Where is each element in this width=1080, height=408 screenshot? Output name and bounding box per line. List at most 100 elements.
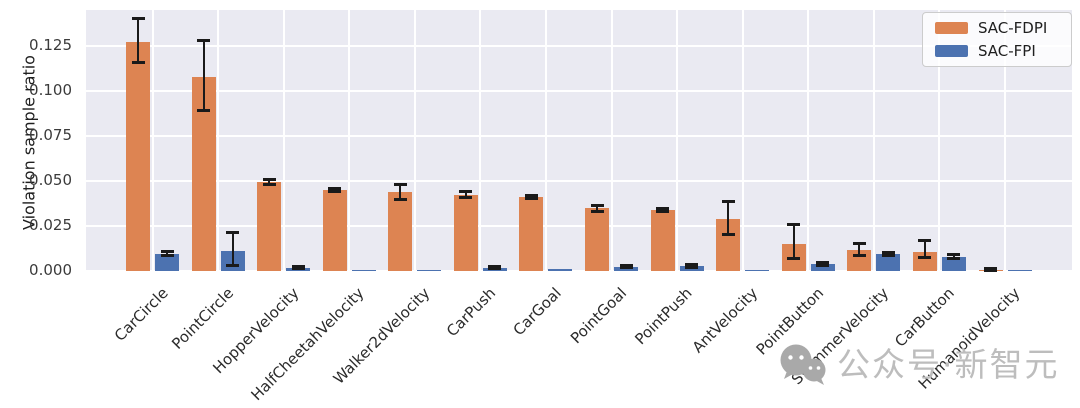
error-bar-cap bbox=[947, 257, 961, 261]
x-tick-label-HalfCheetahVelocity: HalfCheetahVelocity bbox=[247, 284, 368, 405]
error-bar bbox=[923, 240, 926, 258]
gridline-vertical bbox=[741, 10, 744, 271]
x-tick-label-CarGoal: CarGoal bbox=[509, 284, 565, 340]
y-tick-label: 0.025 bbox=[29, 216, 72, 234]
gridline-vertical bbox=[676, 10, 679, 271]
x-tick-label-PointPush: PointPush bbox=[631, 284, 696, 349]
error-bar-cap bbox=[721, 200, 735, 204]
error-bar-cap bbox=[984, 269, 998, 273]
error-bar-cap bbox=[328, 187, 342, 191]
error-bar-cap bbox=[656, 206, 670, 210]
watermark: 公众号·新智元 bbox=[779, 344, 1060, 386]
y-tick-label: 0.050 bbox=[29, 171, 72, 189]
error-bar-cap bbox=[881, 251, 895, 255]
error-bar-cap bbox=[262, 182, 276, 186]
bar-sac-fpi-PointButton bbox=[810, 264, 835, 271]
bar-sac-fpi-CarGoal bbox=[548, 269, 573, 271]
error-bar-cap bbox=[131, 16, 145, 20]
bar-sac-fdpi-CarGoal bbox=[519, 196, 544, 271]
error-bar-cap bbox=[393, 197, 407, 201]
error-bar-cap bbox=[881, 254, 895, 258]
bar-sac-fpi-CarCircle bbox=[155, 254, 179, 271]
legend-label-sac-fdpi: SAC-FDPI bbox=[978, 19, 1048, 37]
error-bar-cap bbox=[197, 108, 211, 112]
gridline-vertical bbox=[151, 10, 154, 271]
gridline-horizontal bbox=[86, 180, 1072, 182]
error-bar-cap bbox=[524, 193, 538, 197]
y-tick-label: 0.125 bbox=[29, 36, 72, 54]
error-bar-cap bbox=[262, 178, 276, 182]
error-bar-cap bbox=[947, 253, 961, 257]
error-bar-cap bbox=[685, 265, 699, 269]
gridline-vertical bbox=[479, 10, 482, 271]
legend-item-sac-fdpi: SAC-FDPI bbox=[935, 20, 1071, 36]
error-bar bbox=[464, 191, 467, 198]
error-bar bbox=[596, 205, 599, 212]
gridline-vertical bbox=[413, 10, 416, 271]
error-bar bbox=[952, 254, 955, 259]
x-tick-label-CarButton: CarButton bbox=[891, 284, 959, 351]
gridline-horizontal bbox=[86, 90, 1072, 92]
error-bar-cap bbox=[619, 266, 633, 270]
legend-swatch-sac-fpi bbox=[935, 45, 968, 57]
error-bar bbox=[858, 243, 861, 256]
x-tick-label-CarCircle: CarCircle bbox=[110, 284, 172, 345]
gridline-vertical bbox=[610, 10, 613, 271]
error-bar-cap bbox=[787, 223, 801, 227]
bar-sac-fpi-SwimmerVelocity bbox=[876, 254, 901, 271]
error-bar-cap bbox=[984, 267, 998, 271]
watermark-text: 公众号·新智元 bbox=[837, 345, 1060, 384]
bar-sac-fdpi-PointGoal bbox=[585, 208, 610, 271]
error-bar-cap bbox=[524, 196, 538, 200]
bar-sac-fpi-HalfCheetahVelocity bbox=[351, 269, 376, 271]
gridline-horizontal bbox=[86, 135, 1072, 137]
error-bar bbox=[166, 251, 168, 256]
error-bar-cap bbox=[488, 266, 502, 270]
x-tick-label-PointCircle: PointCircle bbox=[167, 284, 237, 353]
error-bar-cap bbox=[852, 241, 866, 245]
error-bar-cap bbox=[131, 60, 145, 64]
bar-sac-fpi-Walker2dVelocity bbox=[417, 270, 442, 271]
error-bar-cap bbox=[160, 254, 174, 258]
bar-sac-fdpi-PointPush bbox=[650, 210, 675, 271]
error-bar bbox=[137, 18, 139, 63]
gridline-vertical bbox=[807, 10, 810, 271]
error-bar-cap bbox=[918, 256, 932, 260]
error-bar-cap bbox=[459, 190, 473, 194]
legend-label-sac-fpi: SAC-FPI bbox=[978, 42, 1036, 60]
y-tick-label: 0.000 bbox=[29, 261, 72, 279]
gridline-vertical bbox=[938, 10, 941, 271]
error-bar-cap bbox=[226, 263, 240, 267]
gridline-horizontal bbox=[86, 225, 1072, 227]
legend: SAC-FDPI SAC-FPI bbox=[922, 12, 1072, 67]
error-bar-cap bbox=[590, 209, 604, 213]
bar-sac-fpi-HumanoidVelocity bbox=[1007, 270, 1032, 271]
error-bar bbox=[727, 201, 730, 235]
y-tick-label: 0.075 bbox=[29, 126, 72, 144]
y-tick-label: 0.100 bbox=[29, 81, 72, 99]
error-bar-cap bbox=[197, 38, 211, 42]
error-bar-cap bbox=[816, 261, 830, 265]
error-bar-cap bbox=[459, 196, 473, 200]
legend-item-sac-fpi: SAC-FPI bbox=[935, 43, 1071, 59]
error-bar-cap bbox=[816, 264, 830, 268]
error-bar-cap bbox=[619, 264, 633, 268]
error-bar-cap bbox=[488, 265, 502, 269]
bar-sac-fdpi-CarPush bbox=[453, 195, 478, 271]
error-bar bbox=[821, 262, 824, 266]
gridline-vertical bbox=[872, 10, 875, 271]
error-bar-cap bbox=[590, 204, 604, 208]
error-bar bbox=[399, 184, 402, 199]
x-tick-label-AntVelocity: AntVelocity bbox=[688, 284, 762, 357]
legend-swatch-sac-fdpi bbox=[935, 22, 968, 34]
error-bar bbox=[661, 208, 664, 212]
bar-sac-fdpi-CarCircle bbox=[126, 41, 150, 271]
error-bar-cap bbox=[787, 256, 801, 260]
bar-sac-fpi-CarButton bbox=[941, 256, 966, 271]
gridline-vertical bbox=[282, 10, 285, 271]
error-bar-cap bbox=[685, 263, 699, 267]
error-bar-cap bbox=[656, 210, 670, 214]
gridline-vertical bbox=[1004, 10, 1007, 271]
bar-sac-fpi-AntVelocity bbox=[745, 269, 770, 271]
